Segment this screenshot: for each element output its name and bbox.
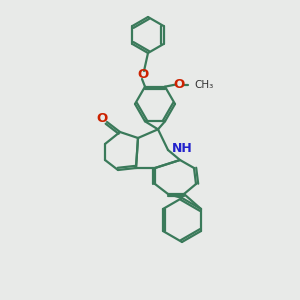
Text: NH: NH <box>172 142 193 154</box>
Text: O: O <box>137 68 148 82</box>
Text: O: O <box>173 78 184 91</box>
Text: CH₃: CH₃ <box>194 80 213 90</box>
Text: O: O <box>96 112 108 125</box>
